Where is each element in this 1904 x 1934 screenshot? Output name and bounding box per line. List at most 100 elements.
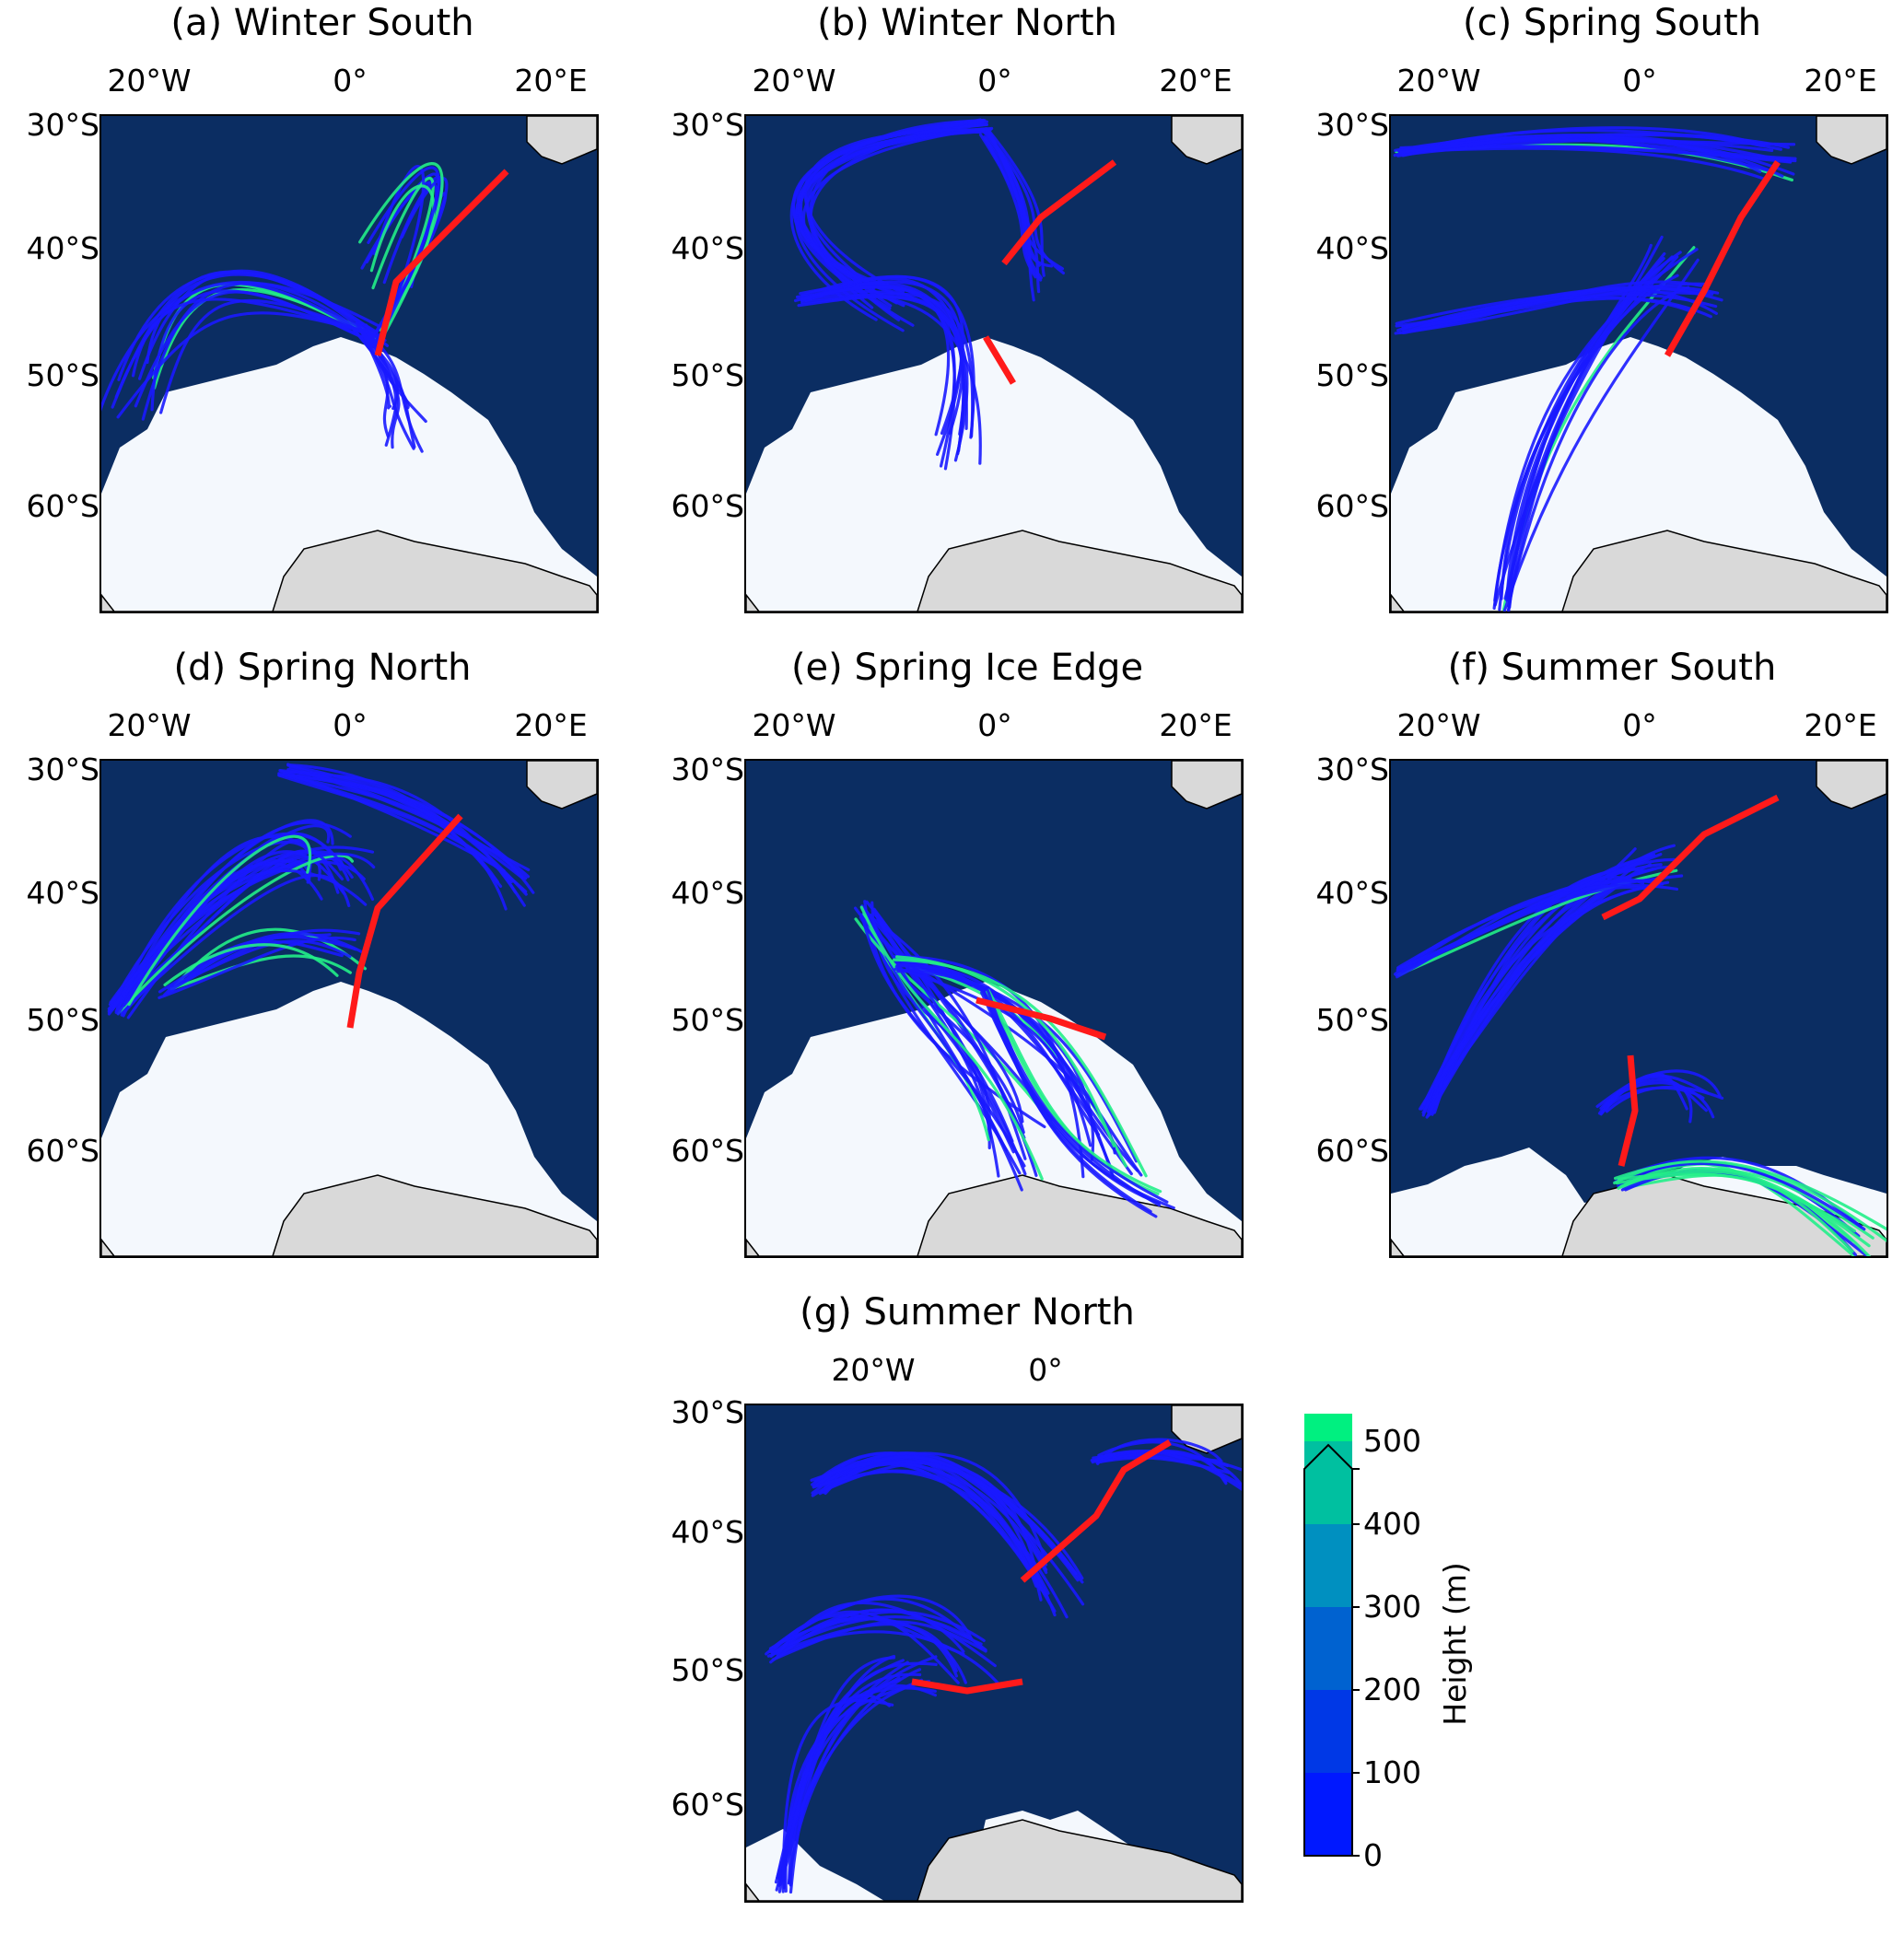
- trajectory-line: [1398, 133, 1791, 155]
- trajectory-line: [896, 966, 1092, 1148]
- map-canvas: [1391, 116, 1886, 612]
- trajectory-line: [781, 1698, 894, 1882]
- trajectory-line: [352, 327, 410, 410]
- trajectory-line: [985, 985, 1152, 1214]
- lat-label: 50°S: [26, 1002, 99, 1038]
- panel-c: (c) Spring South 20°W 0° 20°E 30°S 40°S …: [1290, 0, 1904, 645]
- antarctica-landmass: [746, 1174, 1242, 1256]
- trajectory-line: [1403, 879, 1662, 970]
- colorbar-segment: [1304, 1414, 1352, 1441]
- panel-title: (f) Summer South: [1447, 647, 1777, 689]
- trajectory-line: [800, 274, 965, 436]
- lat-label: 50°S: [671, 357, 744, 393]
- trajectory-line: [1396, 883, 1679, 970]
- panel-title: (g) Summer North: [800, 1291, 1135, 1334]
- lon-label: 20°E: [1159, 63, 1232, 99]
- panel-e: (e) Spring Ice Edge 20°W 0° 20°E 30°S 40…: [645, 645, 1290, 1289]
- trajectory-line: [768, 1617, 959, 1678]
- lon-label: 20°W: [107, 707, 192, 743]
- lat-label: 30°S: [671, 1394, 744, 1430]
- antarctica-landmass: [746, 530, 1242, 612]
- lat-label: 60°S: [1315, 488, 1389, 524]
- lon-label: 20°W: [107, 63, 192, 99]
- trajectory-line: [361, 332, 392, 410]
- source-region: [975, 996, 1107, 1041]
- trajectory-line: [893, 955, 1085, 1179]
- lat-label: 40°S: [26, 875, 99, 911]
- lon-label: 0°: [1622, 63, 1657, 99]
- colorbar-bar: [1303, 1414, 1360, 1857]
- lat-label: 40°S: [1315, 875, 1389, 911]
- lon-label: 20°E: [514, 707, 588, 743]
- trajectory-group: [765, 1438, 1242, 1894]
- colorbar-segment: [1304, 1441, 1352, 1524]
- trajectory-line: [986, 990, 1162, 1194]
- trajectory-line: [1400, 852, 1663, 973]
- lat-label: 40°S: [671, 875, 744, 911]
- trajectory-line: [797, 295, 965, 436]
- trajectory-line: [903, 958, 1139, 1163]
- trajectory-line: [824, 1462, 1041, 1583]
- antarctica-landmass: [1391, 1174, 1886, 1256]
- lon-label: 0°: [1622, 707, 1657, 743]
- trajectory-group: [1393, 844, 1886, 1256]
- trajectory-line: [131, 297, 373, 378]
- trajectory-group: [789, 118, 1066, 471]
- lat-label: 50°S: [671, 1652, 744, 1688]
- colorbar-segment: [1304, 1607, 1352, 1690]
- lat-label: 30°S: [26, 107, 99, 143]
- trajectory-line: [116, 854, 355, 1015]
- source-region: [1601, 794, 1780, 921]
- trajectory-line: [800, 285, 964, 435]
- trajectory-line: [1429, 879, 1627, 1115]
- trajectory-line: [169, 932, 366, 993]
- africa-landmass: [1816, 761, 1886, 810]
- trajectory-line: [818, 1470, 1069, 1619]
- colorbar-label: Height (m): [1437, 1562, 1473, 1726]
- map-canvas: [746, 116, 1242, 612]
- trajectory-line: [1396, 137, 1770, 172]
- trajectory-line: [158, 936, 356, 999]
- trajectory-line: [904, 954, 1133, 1176]
- trajectory-line: [1614, 1161, 1866, 1231]
- trajectory-line: [984, 136, 1054, 268]
- lon-label: 0°: [977, 707, 1012, 743]
- trajectory-line: [1613, 1159, 1886, 1231]
- lat-label: 40°S: [671, 230, 744, 266]
- trajectory-line: [159, 298, 380, 414]
- trajectory-line: [1396, 868, 1678, 977]
- lat-label: 60°S: [26, 488, 99, 524]
- trajectory-line: [804, 122, 988, 290]
- source-region: [1001, 159, 1117, 266]
- colorbar-tick: 0: [1363, 1837, 1383, 1873]
- lat-label: 40°S: [26, 230, 99, 266]
- lat-label: 40°S: [1315, 230, 1389, 266]
- panel-title: (d) Spring North: [173, 647, 472, 689]
- colorbar-tick: 500: [1363, 1423, 1421, 1459]
- lon-label: 0°: [1028, 1352, 1063, 1388]
- lat-label: 50°S: [1315, 1002, 1389, 1038]
- panel-title: (e) Spring Ice Edge: [790, 647, 1144, 689]
- trajectory-line: [1493, 235, 1664, 607]
- trajectory-line: [277, 774, 528, 893]
- lon-label: 20°W: [752, 63, 836, 99]
- trajectory-line: [1096, 1438, 1223, 1465]
- lon-label: 20°E: [1804, 707, 1877, 743]
- lat-label: 60°S: [671, 1133, 744, 1169]
- lat-label: 30°S: [26, 751, 99, 787]
- antarctica-landmass: [1391, 530, 1886, 612]
- trajectory-line: [812, 1469, 1057, 1617]
- panel-b: (b) Winter North 20°W 0° 20°E 30°S 40°S …: [645, 0, 1290, 645]
- map-canvas: [1391, 761, 1886, 1256]
- trajectory-line: [874, 914, 1014, 1143]
- antarctica-landmass: [746, 1819, 1242, 1901]
- colorbar-tick: 200: [1363, 1672, 1421, 1707]
- source-region: [1020, 1439, 1172, 1583]
- antarctica-landmass: [101, 530, 597, 612]
- trajectory-line: [800, 293, 982, 465]
- lon-label: 20°W: [1396, 707, 1481, 743]
- source-region: [346, 813, 463, 1029]
- trajectory-line: [860, 915, 1026, 1168]
- africa-landmass: [1816, 116, 1886, 165]
